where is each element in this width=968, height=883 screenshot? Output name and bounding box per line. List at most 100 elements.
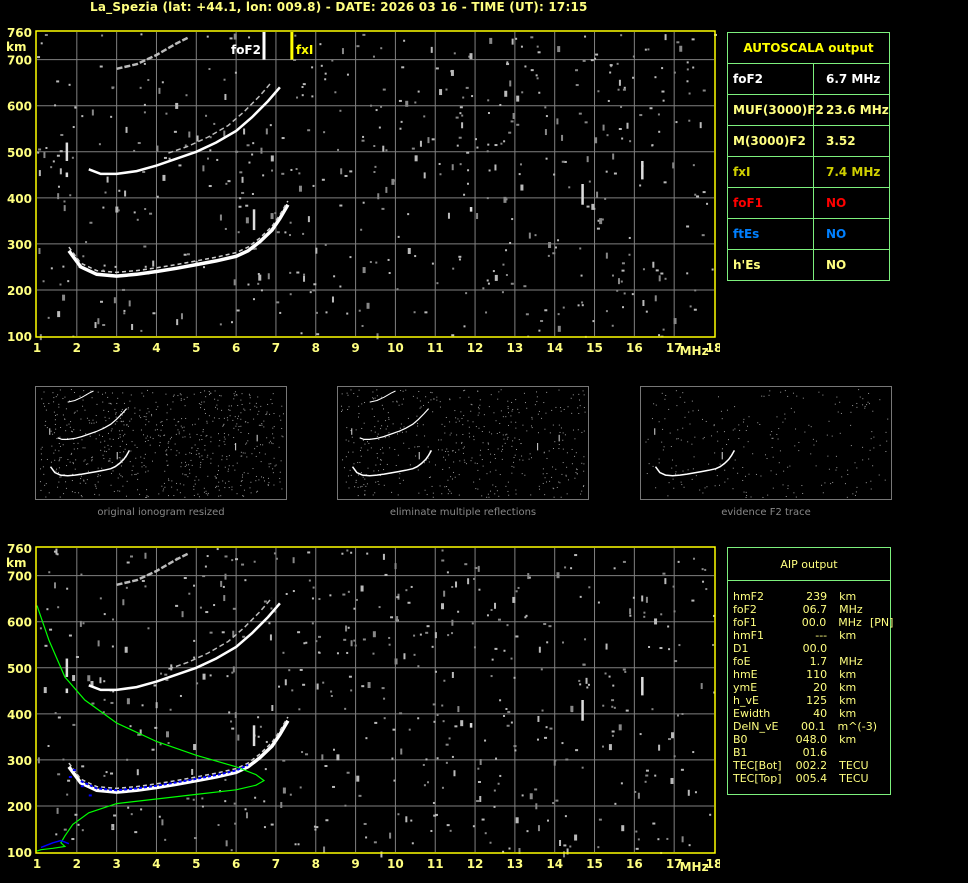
noise-echo (38, 170, 41, 177)
noise-echo (365, 474, 367, 476)
noise-echo (217, 485, 219, 487)
noise-echo (259, 444, 261, 446)
noise-echo (66, 793, 69, 796)
noise-echo (459, 397, 461, 399)
noise-echo (510, 415, 512, 417)
noise-echo (272, 433, 274, 435)
noise-echo (57, 185, 60, 188)
noise-echo (136, 769, 139, 776)
noise-echo (342, 593, 346, 596)
noise-echo (511, 401, 513, 403)
noise-echo (225, 840, 228, 847)
noise-echo (795, 496, 797, 498)
noise-echo (376, 452, 378, 454)
noise-echo (264, 768, 267, 771)
noise-echo (234, 712, 237, 719)
noise-echo (605, 310, 608, 313)
noise-echo (65, 408, 67, 410)
noise-echo (473, 577, 476, 580)
noise-echo (57, 471, 59, 473)
noise-echo (69, 194, 72, 197)
noise-echo (464, 461, 466, 463)
noise-echo (798, 441, 800, 443)
noise-echo (272, 443, 274, 445)
noise-echo (253, 247, 257, 250)
noise-echo (562, 462, 564, 464)
aip-cell (872, 720, 891, 733)
noise-echo (534, 788, 538, 791)
noise-echo (346, 651, 349, 654)
x-tick-label: 15 (586, 857, 603, 871)
noise-echo (497, 782, 500, 785)
noise-echo (537, 715, 540, 722)
noise-echo (677, 560, 680, 563)
noise-echo (59, 459, 61, 461)
noise-echo (165, 678, 169, 681)
noise-echo (513, 461, 515, 463)
noise-echo (831, 435, 833, 437)
noise-echo (117, 477, 119, 479)
noise-echo (87, 470, 89, 472)
noise-echo (85, 433, 87, 435)
noise-echo (255, 455, 257, 457)
noise-echo (494, 493, 496, 495)
noise-echo (502, 850, 505, 853)
noise-echo (885, 451, 887, 453)
noise-echo (350, 689, 353, 692)
noise-echo (256, 445, 258, 447)
noise-echo (203, 491, 205, 493)
noise-echo (553, 488, 555, 490)
noise-echo (217, 433, 219, 435)
noise-echo (97, 318, 100, 325)
noise-echo (73, 442, 75, 444)
noise-echo (132, 429, 134, 431)
noise-echo (120, 465, 122, 467)
noise-echo (170, 408, 172, 410)
noise-echo (441, 549, 444, 552)
noise-echo (644, 780, 647, 783)
noise-echo (191, 447, 193, 449)
aip-cell (871, 681, 890, 694)
x-tick-label: 18 (706, 341, 720, 355)
noise-echo (67, 437, 69, 439)
noise-echo (206, 422, 208, 424)
noise-echo (58, 450, 60, 452)
noise-echo (381, 447, 383, 449)
noise-echo (536, 77, 539, 80)
noise-echo (613, 567, 616, 570)
noise-echo (414, 155, 418, 162)
noise-echo (506, 724, 510, 727)
noise-echo (512, 112, 515, 119)
y-unit-label: km (6, 556, 26, 570)
noise-echo (582, 663, 586, 666)
noise-echo (378, 483, 380, 485)
noise-echo (73, 448, 75, 450)
aip-cell: hmE (733, 668, 758, 681)
aip-cell: km (839, 590, 857, 603)
noise-echo (299, 668, 303, 671)
noise-echo (540, 668, 543, 671)
noise-echo (44, 34, 48, 37)
noise-echo (324, 78, 327, 81)
noise-echo (215, 477, 217, 479)
noise-echo (365, 485, 367, 487)
noise-echo (105, 451, 107, 453)
noise-echo (248, 433, 250, 435)
noise-echo (662, 449, 664, 451)
noise-echo (249, 395, 251, 397)
echo-trace (57, 408, 128, 440)
noise-echo (363, 822, 367, 825)
noise-echo (434, 464, 436, 466)
noise-echo (515, 493, 517, 495)
noise-echo (201, 438, 203, 440)
noise-echo (236, 394, 238, 396)
noise-echo (473, 435, 475, 437)
noise-echo (658, 744, 661, 751)
noise-echo (305, 753, 309, 756)
noise-echo (460, 720, 464, 727)
noise-echo (464, 563, 468, 566)
profile-point (88, 794, 92, 797)
noise-echo (140, 33, 143, 36)
noise-echo (241, 191, 245, 194)
noise-echo (58, 481, 60, 483)
